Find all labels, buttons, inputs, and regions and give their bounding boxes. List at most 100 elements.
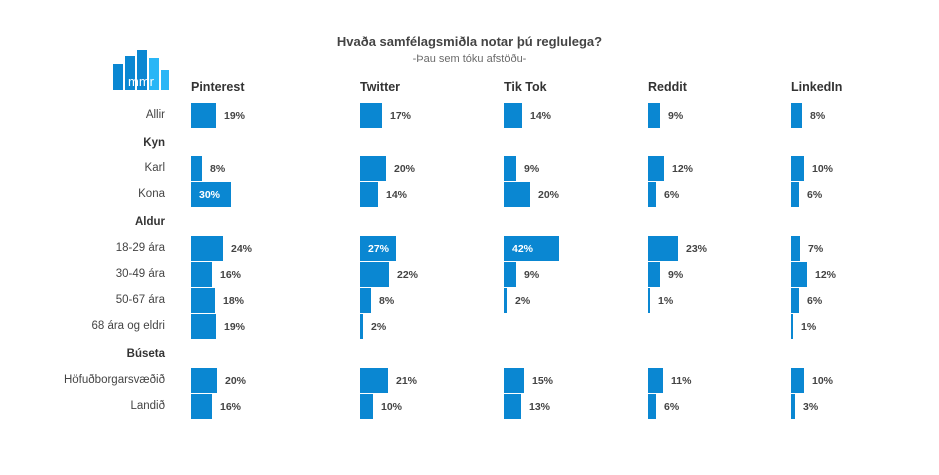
bar [791, 288, 799, 313]
bar [360, 262, 389, 287]
bar [504, 288, 507, 313]
bar [648, 288, 650, 313]
row-label: Karl [144, 162, 165, 174]
group-label: Aldur [134, 216, 165, 228]
data-label: 7% [808, 243, 824, 255]
bar [791, 368, 804, 393]
data-label: 14% [530, 110, 552, 122]
bar [191, 262, 212, 287]
column-header-tik-tok: Tik Tok [504, 80, 547, 94]
data-label: 18% [223, 295, 245, 307]
bar [360, 368, 388, 393]
data-label: 8% [810, 110, 826, 122]
data-label: 6% [807, 295, 823, 307]
bar [791, 182, 799, 207]
group-label: Kyn [143, 137, 165, 149]
mmr-logo-icon: mmr [113, 50, 169, 90]
data-label: 24% [231, 243, 253, 255]
bar [360, 103, 382, 128]
data-label: 12% [672, 163, 694, 175]
data-label: 42% [512, 243, 534, 255]
data-label: 6% [807, 189, 823, 201]
bar [191, 288, 215, 313]
row-label: Allir [145, 109, 165, 121]
row-label: 18-29 ára [115, 242, 165, 254]
data-label: 17% [390, 110, 412, 122]
bar [191, 394, 212, 419]
data-label: 15% [532, 375, 554, 387]
bar [504, 103, 522, 128]
bar [360, 288, 371, 313]
bar [791, 314, 793, 339]
data-label: 8% [210, 163, 226, 175]
data-label: 16% [220, 401, 242, 413]
data-label: 20% [538, 189, 560, 201]
bar [504, 156, 516, 181]
data-label: 2% [515, 295, 531, 307]
row-label: 30-49 ára [115, 268, 165, 280]
row-label: Höfuðborgarsvæðið [63, 374, 165, 386]
data-label: 10% [812, 163, 834, 175]
bar [360, 314, 363, 339]
data-label: 27% [368, 243, 390, 255]
column-header-reddit: Reddit [648, 80, 687, 94]
data-label: 8% [379, 295, 395, 307]
bar [504, 236, 559, 261]
data-label: 1% [801, 321, 817, 333]
bar [648, 182, 656, 207]
row-label: 68 ára og eldri [91, 320, 165, 332]
bar [360, 236, 396, 261]
bar [791, 262, 807, 287]
data-label: 14% [386, 189, 408, 201]
bar [504, 262, 516, 287]
data-label: 10% [812, 375, 834, 387]
data-label: 13% [529, 401, 551, 413]
data-label: 23% [686, 243, 708, 255]
bar [191, 103, 216, 128]
group-label: Búseta [126, 348, 165, 360]
bar [791, 394, 795, 419]
row-label: Landið [130, 400, 165, 412]
bar [360, 156, 386, 181]
bar [191, 182, 231, 207]
data-label: 12% [815, 269, 837, 281]
data-label: 9% [524, 269, 540, 281]
data-label: 20% [394, 163, 416, 175]
data-label: 22% [397, 269, 419, 281]
bar [791, 103, 802, 128]
data-label: 11% [671, 375, 692, 387]
bar [360, 394, 373, 419]
column-header-twitter: Twitter [360, 80, 401, 94]
bar [504, 394, 521, 419]
bar [648, 103, 660, 128]
data-label: 19% [224, 321, 246, 333]
data-label: 20% [225, 375, 247, 387]
data-label: 3% [803, 401, 819, 413]
bar [191, 314, 216, 339]
bar [191, 156, 202, 181]
bar [504, 368, 524, 393]
data-label: 1% [658, 295, 674, 307]
bar [504, 182, 530, 207]
chart-subtitle: -Þau sem tóku afstöðu- [412, 53, 527, 65]
data-label: 9% [668, 269, 684, 281]
data-label: 9% [524, 163, 540, 175]
data-label: 30% [199, 189, 221, 201]
data-label: 21% [396, 375, 418, 387]
data-label: 9% [668, 110, 684, 122]
bar [191, 236, 223, 261]
bar [648, 156, 664, 181]
row-label: Kona [138, 188, 165, 200]
column-header-pinterest: Pinterest [191, 80, 245, 94]
data-label: 19% [224, 110, 246, 122]
data-label: 6% [664, 401, 680, 413]
bar [791, 156, 804, 181]
bar [648, 236, 678, 261]
bar [191, 368, 217, 393]
data-label: 16% [220, 269, 242, 281]
data-label: 6% [664, 189, 680, 201]
column-header-linkedin: LinkedIn [791, 80, 843, 94]
bar [791, 236, 800, 261]
bar [360, 182, 378, 207]
